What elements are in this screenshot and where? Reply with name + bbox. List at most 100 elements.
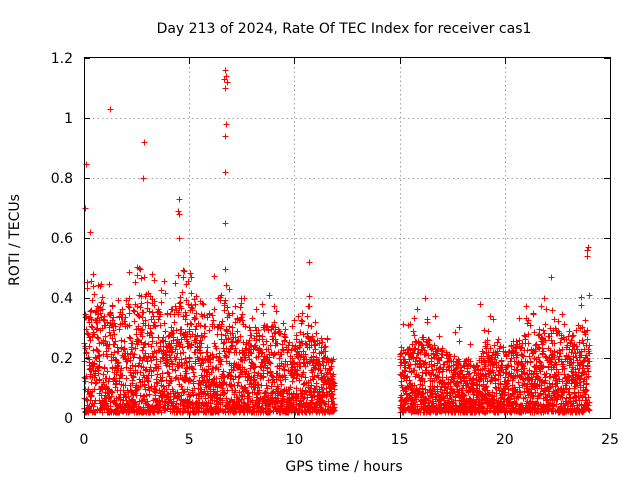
data-point [96,352,103,359]
data-point [178,305,185,312]
data-point [152,323,159,330]
x-tick-label: 15 [391,432,409,448]
data-point [147,325,154,332]
data-point [161,320,168,327]
data-point [126,269,133,276]
data-point [162,290,169,297]
x-tick-label: 20 [496,432,514,448]
data-point [111,341,118,348]
data-point [100,371,107,378]
data-point [186,376,193,383]
data-point [178,356,185,363]
data-point [200,301,207,308]
data-point [235,337,242,344]
data-point [121,318,128,325]
data-point [205,366,212,373]
data-point [92,380,99,387]
data-point [146,391,153,398]
data-point [242,323,249,330]
data-point [110,327,117,334]
data-point [118,337,125,344]
data-point [129,362,136,369]
data-point [192,326,199,333]
data-point [92,354,99,361]
data-point [138,327,145,334]
data-point [161,278,168,285]
data-point [137,392,144,399]
data-point [197,322,204,329]
data-point [191,316,198,323]
data-point [247,365,254,372]
data-point [155,316,162,323]
data-point [95,335,102,342]
data-point [209,351,216,358]
data-point [167,378,174,385]
data-point [237,333,244,340]
data-point [180,349,187,356]
data-point [253,337,260,344]
data-point [211,340,218,347]
data-point [198,340,205,347]
y-tick-label: 0.4 [51,291,73,307]
data-point [151,383,158,390]
data-point [177,294,184,301]
data-point [240,350,247,357]
data-point [228,343,235,350]
data-point [220,380,227,387]
data-point [220,374,227,381]
data-point [268,383,275,390]
data-point [197,349,204,356]
data-point [137,369,144,376]
data-point [112,377,119,384]
data-point [264,385,271,392]
data-point [169,360,176,367]
data-point [164,405,171,412]
data-point [172,346,179,353]
data-point [166,373,173,380]
data-point [192,301,199,308]
data-point [138,275,145,282]
data-point [159,354,166,361]
data-point [189,365,196,372]
data-point [232,387,239,394]
data-point [127,357,134,364]
data-point [153,340,160,347]
data-point [184,403,191,410]
data-point [158,299,165,306]
data-point [108,393,115,400]
data-point [234,338,241,345]
data-point [253,306,260,313]
data-point [237,304,244,311]
data-point [86,359,93,366]
data-point [129,377,136,384]
data-point [266,292,273,299]
data-point [259,333,266,340]
data-point [126,322,133,329]
data-point [189,305,196,312]
data-point [102,401,109,408]
data-point [151,319,158,326]
data-point [260,367,267,374]
data-point [222,332,229,339]
data-point [183,359,190,366]
data-point [115,297,122,304]
data-point [178,326,185,333]
data-point [232,334,239,341]
data-point [192,360,199,367]
data-point [258,350,265,357]
data-point [247,327,254,334]
data-point [156,387,163,394]
data-point [216,396,223,403]
data-point [100,300,107,307]
data-point [218,292,225,299]
data-point [210,317,217,324]
data-point [224,304,231,311]
data-point [246,337,253,344]
data-point [153,376,160,383]
data-point [105,345,112,352]
x-tick-label: 10 [285,432,303,448]
data-point [206,311,213,318]
data-point [263,338,270,345]
data-point [226,323,233,330]
data-point [144,358,151,365]
